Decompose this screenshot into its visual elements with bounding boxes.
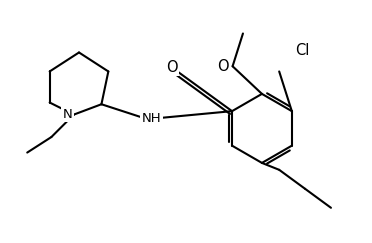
Text: NH: NH bbox=[142, 112, 161, 125]
Text: N: N bbox=[63, 108, 73, 121]
Text: O: O bbox=[217, 59, 229, 74]
Text: Cl: Cl bbox=[295, 43, 310, 58]
Text: O: O bbox=[166, 60, 178, 75]
